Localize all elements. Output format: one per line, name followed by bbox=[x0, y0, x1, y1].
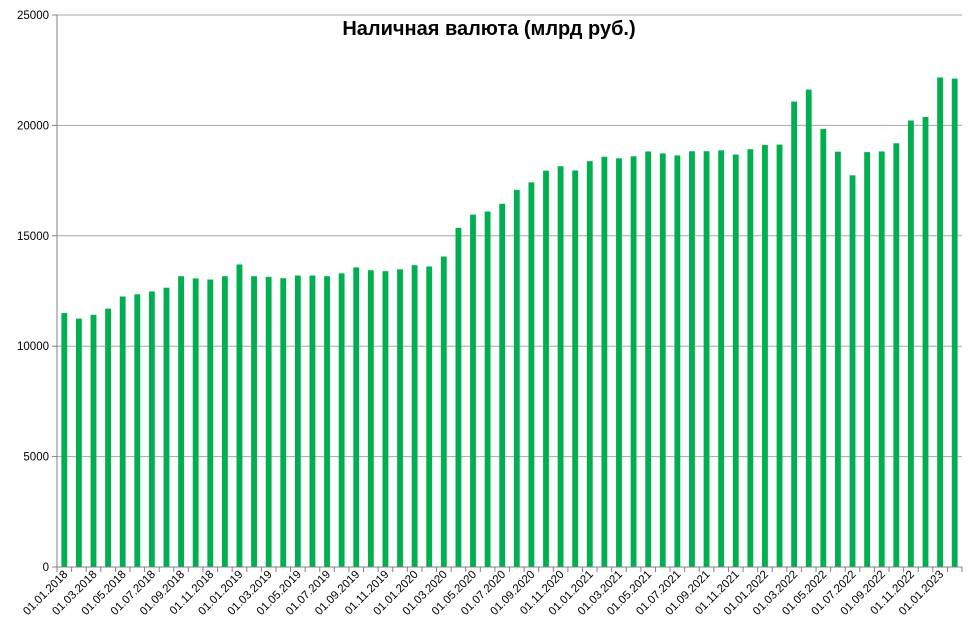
bar bbox=[718, 150, 725, 567]
bar bbox=[280, 278, 287, 567]
y-tick-label: 5000 bbox=[23, 452, 49, 464]
bar bbox=[265, 276, 272, 567]
bar bbox=[630, 156, 637, 567]
bar bbox=[732, 154, 739, 567]
bar bbox=[294, 275, 301, 567]
bar bbox=[148, 291, 155, 567]
bar bbox=[543, 170, 549, 567]
bar bbox=[440, 256, 447, 567]
bar bbox=[207, 279, 214, 567]
bar bbox=[864, 152, 871, 567]
bar bbox=[221, 276, 228, 567]
bar bbox=[835, 151, 841, 567]
bar bbox=[75, 318, 82, 567]
bar bbox=[236, 264, 243, 567]
bar bbox=[61, 313, 68, 567]
bar bbox=[382, 271, 389, 567]
y-tick-label: 15000 bbox=[17, 231, 49, 243]
bar bbox=[513, 189, 520, 567]
bar bbox=[105, 308, 112, 567]
bar bbox=[616, 158, 622, 567]
bar bbox=[178, 276, 184, 567]
bar bbox=[426, 266, 433, 567]
bar bbox=[309, 275, 316, 567]
bar bbox=[455, 227, 462, 567]
y-tick-label: 0 bbox=[43, 562, 49, 574]
bar bbox=[163, 287, 170, 567]
bar bbox=[674, 155, 681, 567]
bar bbox=[951, 78, 958, 568]
bar bbox=[367, 270, 374, 567]
bar bbox=[645, 151, 652, 567]
bar bbox=[907, 120, 914, 568]
y-tick-label: 20000 bbox=[17, 120, 49, 132]
y-tick-label: 25000 bbox=[17, 10, 49, 22]
bar bbox=[937, 77, 944, 568]
bar bbox=[484, 211, 491, 567]
bar bbox=[324, 276, 330, 567]
bar bbox=[134, 294, 141, 567]
bar bbox=[338, 273, 345, 567]
bars bbox=[61, 77, 958, 568]
bar bbox=[557, 166, 564, 568]
bar bbox=[893, 143, 900, 568]
bar bbox=[747, 149, 754, 567]
bar bbox=[251, 276, 257, 567]
bar bbox=[192, 278, 199, 567]
bar bbox=[397, 269, 403, 567]
bar bbox=[776, 144, 783, 567]
bar bbox=[470, 214, 476, 567]
bar bbox=[586, 161, 593, 567]
axes bbox=[52, 14, 963, 572]
bar bbox=[601, 156, 608, 567]
bar bbox=[411, 265, 418, 567]
bar bbox=[90, 314, 97, 567]
bar bbox=[689, 151, 695, 568]
bar bbox=[762, 145, 768, 567]
bar bbox=[572, 170, 579, 567]
y-tick-label: 10000 bbox=[17, 341, 49, 353]
bar bbox=[820, 128, 827, 567]
chart-title: Наличная валюта (млрд руб.) bbox=[342, 18, 635, 40]
bar bbox=[791, 101, 798, 568]
bar bbox=[353, 267, 360, 567]
bar bbox=[805, 89, 812, 567]
bar bbox=[499, 203, 506, 567]
bar bbox=[922, 117, 929, 568]
bar bbox=[878, 151, 885, 567]
bar bbox=[659, 153, 666, 568]
y-tick-labels: 0 5000 10000 15000 20000 25000 bbox=[17, 10, 49, 574]
bar bbox=[849, 175, 856, 568]
x-tick-labels: 01.01.201801.03.201801.05.201801.07.2018… bbox=[21, 569, 946, 618]
bar bbox=[528, 182, 535, 567]
bar bbox=[703, 151, 710, 568]
bar bbox=[119, 296, 126, 567]
